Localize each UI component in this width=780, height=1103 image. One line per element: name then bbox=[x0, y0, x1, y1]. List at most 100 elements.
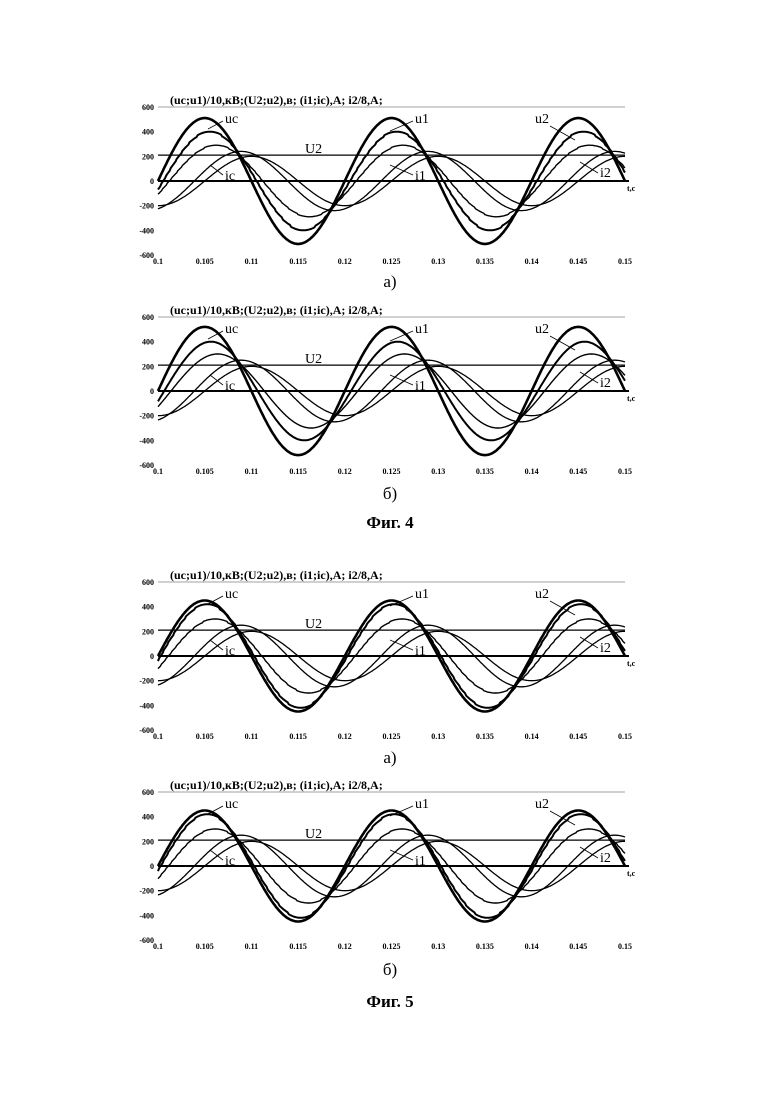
x-tick-label: 0.12 bbox=[338, 732, 352, 741]
subcaption-b-fig5: б) bbox=[0, 960, 780, 980]
x-tick-label: 0.125 bbox=[383, 942, 401, 951]
series-label-u1: u1 bbox=[415, 112, 429, 127]
figure-caption-5: Фиг. 5 bbox=[0, 992, 780, 1012]
x-tick-label: 0.13 bbox=[431, 942, 445, 951]
figure-caption-4: Фиг. 4 bbox=[0, 513, 780, 533]
series-label-u1: u1 bbox=[415, 587, 429, 602]
x-tick-label: 0.14 bbox=[525, 732, 539, 741]
x-tick-label: 0.14 bbox=[525, 257, 539, 266]
series-label-ic: ic bbox=[225, 644, 235, 659]
subcaption-b-fig4: б) bbox=[0, 484, 780, 504]
x-tick-label: 0.145 bbox=[569, 467, 587, 476]
chart-fig5b: (uc;u1)/10,кВ;(U2;u2),в; (i1;ic),A; i2/8… bbox=[120, 780, 650, 950]
chart-fig5a: (uc;u1)/10,кВ;(U2;u2),в; (i1;ic),A; i2/8… bbox=[120, 570, 650, 740]
y-tick-label: 600 bbox=[142, 313, 154, 322]
x-tick-label: 0.11 bbox=[245, 732, 259, 741]
y-tick-label: -400 bbox=[139, 701, 154, 710]
series-label-i2: i2 bbox=[600, 641, 611, 656]
y-tick-label: -600 bbox=[139, 936, 154, 945]
x-tick-label: 0.13 bbox=[431, 467, 445, 476]
series-label-uc: uc bbox=[225, 587, 238, 602]
y-tick-label: 400 bbox=[142, 128, 154, 137]
y-tick-label: -200 bbox=[139, 677, 154, 686]
series-label-u1: u1 bbox=[415, 797, 429, 812]
series-label-i2: i2 bbox=[600, 166, 611, 181]
x-tick-label: 0.115 bbox=[289, 732, 307, 741]
series-label-uc: uc bbox=[225, 322, 238, 337]
x-tick-label: 0.135 bbox=[476, 942, 494, 951]
y-tick-label: -200 bbox=[139, 887, 154, 896]
x-tick-label: 0.14 bbox=[525, 467, 539, 476]
label-pointer-ic bbox=[210, 850, 223, 860]
y-tick-label: 0 bbox=[150, 652, 154, 661]
x-tick-label: 0.12 bbox=[338, 467, 352, 476]
x-tick-label: 0.14 bbox=[525, 942, 539, 951]
series-label-i1: i1 bbox=[415, 169, 426, 184]
x-tick-label: 0.105 bbox=[196, 942, 214, 951]
label-pointer-ic bbox=[210, 640, 223, 650]
x-tick-label: 0.12 bbox=[338, 942, 352, 951]
series-label-i1: i1 bbox=[415, 854, 426, 869]
y-tick-label: 200 bbox=[142, 837, 154, 846]
chart-title: (uc;u1)/10,кВ;(U2;u2),в; (i1;ic),A; i2/8… bbox=[170, 93, 383, 107]
series-label-i2: i2 bbox=[600, 851, 611, 866]
chart-fig4b: (uc;u1)/10,кВ;(U2;u2),в; (i1;ic),A; i2/8… bbox=[120, 305, 650, 475]
chart-title: (uc;u1)/10,кВ;(U2;u2),в; (i1;ic),A; i2/8… bbox=[170, 303, 383, 317]
y-tick-label: 400 bbox=[142, 813, 154, 822]
y-tick-label: 600 bbox=[142, 788, 154, 797]
series-label-u2: u2 bbox=[535, 322, 549, 337]
series-label-U2: U2 bbox=[305, 617, 322, 632]
chart-svg: (uc;u1)/10,кВ;(U2;u2),в; (i1;ic),A; i2/8… bbox=[120, 305, 650, 475]
y-tick-label: 200 bbox=[142, 627, 154, 636]
x-tick-label: 0.11 bbox=[245, 257, 259, 266]
x-tick-label: 0.125 bbox=[383, 732, 401, 741]
label-pointer-ic bbox=[210, 165, 223, 175]
y-tick-label: 400 bbox=[142, 338, 154, 347]
x-tick-label: 0.11 bbox=[245, 942, 259, 951]
y-tick-label: 0 bbox=[150, 177, 154, 186]
x-tick-label: 0.125 bbox=[383, 467, 401, 476]
chart-svg: (uc;u1)/10,кВ;(U2;u2),в; (i1;ic),A; i2/8… bbox=[120, 780, 650, 950]
y-tick-label: -200 bbox=[139, 202, 154, 211]
x-tick-label: 0.115 bbox=[289, 467, 307, 476]
series-label-ic: ic bbox=[225, 854, 235, 869]
x-tick-label: 0.1 bbox=[153, 467, 163, 476]
y-tick-label: 400 bbox=[142, 603, 154, 612]
chart-svg: (uc;u1)/10,кВ;(U2;u2),в; (i1;ic),A; i2/8… bbox=[120, 95, 650, 265]
y-tick-label: 0 bbox=[150, 862, 154, 871]
series-label-U2: U2 bbox=[305, 352, 322, 367]
x-tick-label: 0.105 bbox=[196, 467, 214, 476]
series-label-i2: i2 bbox=[600, 376, 611, 391]
x-tick-label: 0.15 bbox=[618, 732, 632, 741]
x-tick-label: 0.13 bbox=[431, 257, 445, 266]
x-tick-label: 0.1 bbox=[153, 942, 163, 951]
y-tick-label: -400 bbox=[139, 911, 154, 920]
chart-fig4a: (uc;u1)/10,кВ;(U2;u2),в; (i1;ic),A; i2/8… bbox=[120, 95, 650, 265]
x-tick-label: 0.145 bbox=[569, 942, 587, 951]
x-tick-label: 0.15 bbox=[618, 942, 632, 951]
chart-svg: (uc;u1)/10,кВ;(U2;u2),в; (i1;ic),A; i2/8… bbox=[120, 570, 650, 740]
x-tick-label: 0.105 bbox=[196, 257, 214, 266]
y-tick-label: 0 bbox=[150, 387, 154, 396]
x-tick-label: 0.145 bbox=[569, 732, 587, 741]
series-label-u2: u2 bbox=[535, 112, 549, 127]
series-label-i1: i1 bbox=[415, 644, 426, 659]
y-tick-label: -600 bbox=[139, 461, 154, 470]
y-tick-label: 600 bbox=[142, 578, 154, 587]
y-tick-label: 600 bbox=[142, 103, 154, 112]
series-label-i1: i1 bbox=[415, 379, 426, 394]
x-tick-label: 0.145 bbox=[569, 257, 587, 266]
series-label-ic: ic bbox=[225, 169, 235, 184]
series-label-uc: uc bbox=[225, 797, 238, 812]
series-label-U2: U2 bbox=[305, 827, 322, 842]
x-tick-label: 0.135 bbox=[476, 732, 494, 741]
x-tick-label: 0.11 bbox=[245, 467, 259, 476]
x-axis-label: t,c bbox=[627, 184, 636, 193]
x-tick-label: 0.15 bbox=[618, 257, 632, 266]
series-label-u1: u1 bbox=[415, 322, 429, 337]
chart-title: (uc;u1)/10,кВ;(U2;u2),в; (i1;ic),A; i2/8… bbox=[170, 568, 383, 582]
y-tick-label: -200 bbox=[139, 412, 154, 421]
x-tick-label: 0.12 bbox=[338, 257, 352, 266]
x-tick-label: 0.1 bbox=[153, 732, 163, 741]
y-tick-label: -600 bbox=[139, 726, 154, 735]
